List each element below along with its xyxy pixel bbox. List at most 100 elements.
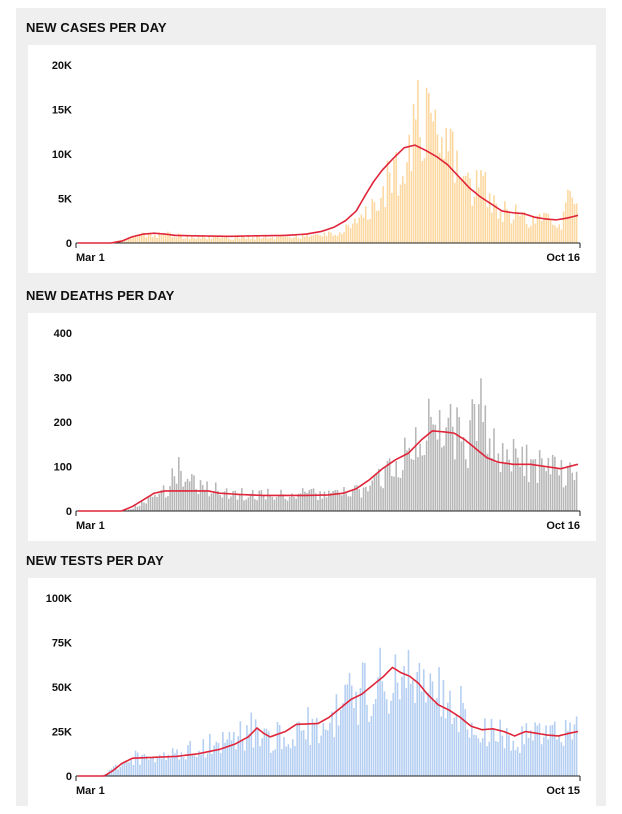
daily-bar [369, 219, 371, 243]
daily-bar [337, 725, 340, 776]
daily-bar [223, 491, 226, 511]
daily-bar [204, 237, 206, 243]
daily-bar [562, 211, 565, 243]
daily-bar [201, 235, 204, 243]
daily-bar [491, 458, 493, 511]
daily-bar [324, 729, 327, 776]
daily-bar [543, 212, 545, 243]
daily-bar [234, 490, 237, 511]
daily-bar [506, 449, 508, 511]
daily-bar [296, 722, 298, 776]
daily-bar [481, 738, 484, 776]
daily-bar [247, 236, 250, 243]
daily-bar [378, 210, 380, 243]
daily-bar [407, 649, 410, 776]
daily-bar [347, 496, 350, 511]
daily-bar [288, 497, 291, 511]
daily-bar [219, 494, 221, 511]
daily-bar [505, 727, 508, 776]
daily-bar [204, 757, 207, 776]
daily-bar [534, 459, 537, 511]
daily-bar [497, 218, 500, 243]
daily-bar [573, 724, 576, 776]
daily-bar [145, 756, 148, 776]
daily-bar [351, 223, 354, 243]
daily-bar [441, 447, 443, 511]
x-start-label: Mar 1 [76, 252, 105, 264]
daily-bar [556, 227, 558, 243]
daily-bar [406, 450, 408, 511]
daily-bar [501, 735, 504, 776]
daily-bar [414, 427, 417, 511]
daily-bar [571, 197, 574, 243]
daily-bar [180, 234, 182, 243]
daily-bar [562, 745, 565, 776]
daily-bar [434, 109, 437, 244]
daily-bar [308, 490, 311, 511]
x-end-label: Oct 15 [546, 785, 580, 797]
daily-bar [540, 744, 543, 776]
daily-bar [295, 233, 297, 243]
daily-bar [514, 448, 517, 511]
daily-bar [234, 235, 237, 243]
y-tick-label: 50K [52, 682, 72, 694]
daily-bar [338, 494, 341, 511]
daily-bar [412, 459, 415, 511]
daily-bar [345, 224, 347, 243]
daily-bar [145, 237, 147, 243]
daily-bar [453, 717, 456, 776]
daily-bar [417, 79, 419, 243]
daily-bar [191, 474, 193, 511]
daily-bar [523, 211, 526, 243]
daily-bar [473, 403, 476, 511]
daily-bar [208, 235, 211, 243]
daily-bar [348, 672, 351, 776]
daily-bar [215, 741, 218, 776]
daily-bar [184, 238, 187, 243]
daily-bar [282, 494, 284, 511]
daily-bar [423, 158, 426, 243]
daily-bar [149, 234, 152, 243]
daily-bar [278, 495, 280, 511]
daily-bar [270, 752, 272, 776]
daily-bar [484, 405, 487, 511]
daily-bar [123, 238, 126, 243]
daily-bar [241, 739, 244, 776]
daily-bar [219, 238, 221, 243]
daily-bar [236, 235, 239, 243]
daily-bar [395, 152, 397, 243]
daily-bar [534, 722, 536, 776]
page-bottom-edge [0, 806, 622, 814]
daily-bar [469, 420, 471, 511]
daily-bar [391, 476, 393, 511]
daily-bar [165, 760, 167, 776]
daily-bar [354, 485, 356, 511]
daily-bar [432, 121, 434, 243]
daily-bar [371, 480, 374, 511]
daily-bar [455, 714, 458, 776]
daily-bar [499, 472, 502, 511]
daily-bar [385, 699, 388, 776]
daily-bar [117, 769, 119, 776]
daily-bar [341, 495, 343, 511]
daily-bar [141, 755, 143, 776]
daily-bar [545, 725, 547, 776]
daily-bar [304, 236, 306, 243]
tests-chart-area: 0 25K 50K 75K 100K Mar 1 Oct 15 [28, 578, 596, 806]
daily-bar [193, 755, 196, 776]
daily-bar [182, 757, 185, 776]
daily-bar [130, 759, 132, 776]
chart-title: NEW TESTS PER DAY [26, 553, 164, 568]
daily-bar [219, 753, 222, 776]
daily-bar [360, 497, 363, 511]
daily-bar [475, 735, 477, 776]
daily-bar [551, 224, 554, 243]
daily-bar [493, 195, 495, 243]
daily-bar [456, 150, 458, 243]
daily-bar [260, 238, 263, 243]
daily-bar [545, 213, 547, 243]
daily-bar [512, 219, 515, 243]
daily-bar [178, 457, 180, 511]
daily-bar [462, 702, 464, 776]
daily-bar [440, 716, 443, 776]
